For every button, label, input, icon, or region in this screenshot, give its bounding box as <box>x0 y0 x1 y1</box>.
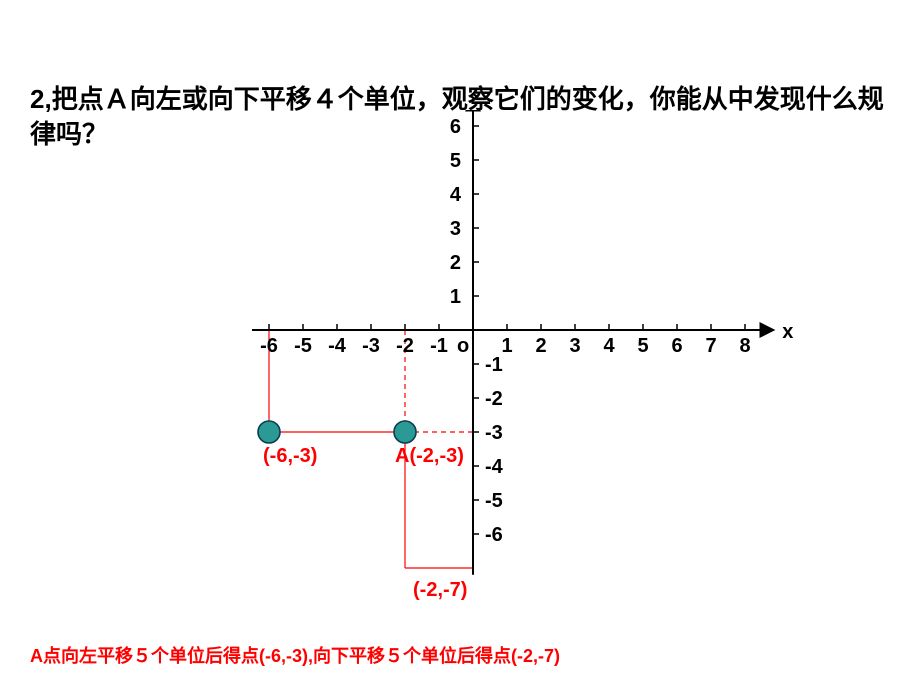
svg-text:-5: -5 <box>294 335 312 357</box>
svg-text:-1: -1 <box>485 354 503 376</box>
svg-text:2: 2 <box>450 252 461 274</box>
coordinate-chart: xyo-6-5-4-3-2-112345678123456-1-2-3-4-5-… <box>0 110 920 610</box>
svg-text:-5: -5 <box>485 490 503 512</box>
svg-text:4: 4 <box>450 184 462 206</box>
svg-text:x: x <box>782 321 793 343</box>
svg-text:3: 3 <box>569 335 580 357</box>
svg-text:7: 7 <box>705 335 716 357</box>
svg-text:(-6,-3): (-6,-3) <box>263 445 317 467</box>
svg-text:-2: -2 <box>396 335 414 357</box>
svg-text:A(-2,-3): A(-2,-3) <box>395 445 464 467</box>
svg-text:-6: -6 <box>485 524 503 546</box>
svg-text:5: 5 <box>450 150 461 172</box>
svg-text:6: 6 <box>671 335 682 357</box>
svg-text:1: 1 <box>501 335 512 357</box>
svg-text:6: 6 <box>450 116 461 138</box>
svg-text:4: 4 <box>603 335 615 357</box>
svg-text:-3: -3 <box>485 422 503 444</box>
svg-text:8: 8 <box>739 335 750 357</box>
svg-text:5: 5 <box>637 335 648 357</box>
svg-text:o: o <box>457 335 469 357</box>
svg-text:-1: -1 <box>430 335 448 357</box>
svg-text:2: 2 <box>535 335 546 357</box>
svg-text:-6: -6 <box>260 335 278 357</box>
svg-text:-3: -3 <box>362 335 380 357</box>
answer-text: A点向左平移５个单位后得点(-6,-3),向下平移５个单位后得点(-2,-7) <box>30 642 560 668</box>
svg-text:-2: -2 <box>485 388 503 410</box>
svg-text:3: 3 <box>450 218 461 240</box>
svg-text:(-2,-7): (-2,-7) <box>413 579 467 601</box>
svg-text:1: 1 <box>450 286 461 308</box>
svg-text:-4: -4 <box>485 456 504 478</box>
svg-text:-4: -4 <box>328 335 347 357</box>
